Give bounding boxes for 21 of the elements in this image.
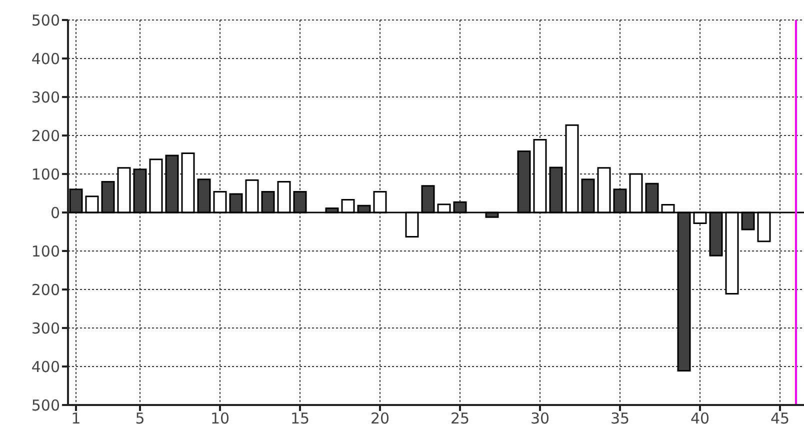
y-tick-label: 200 — [31, 126, 60, 145]
x-tick-label: 45 — [770, 410, 790, 428]
x-tick-label: 5 — [135, 410, 145, 428]
y-tick-label: 400 — [31, 358, 60, 376]
y-tick-label: 300 — [31, 319, 60, 338]
y-tick-label: 500 — [31, 11, 60, 30]
y-tick-label: 200 — [31, 280, 60, 299]
x-tick-label: 25 — [450, 410, 470, 428]
x-tick-label: 30 — [530, 410, 550, 428]
y-tick-label: 100 — [31, 242, 60, 260]
y-tick-label: 0 — [50, 204, 60, 222]
x-tick-label: 10 — [210, 410, 230, 428]
x-tick-label: 35 — [610, 410, 630, 428]
x-tick-label: 1 — [71, 410, 81, 428]
y-tick-label: 500 — [31, 396, 60, 414]
x-tick-label: 20 — [370, 410, 390, 428]
y-tick-label: 100 — [31, 165, 60, 184]
y-tick-label: 300 — [31, 88, 60, 106]
x-tick-label: 40 — [690, 410, 710, 428]
x-tick-label: 15 — [290, 410, 310, 428]
y-tick-label: 400 — [31, 50, 60, 68]
